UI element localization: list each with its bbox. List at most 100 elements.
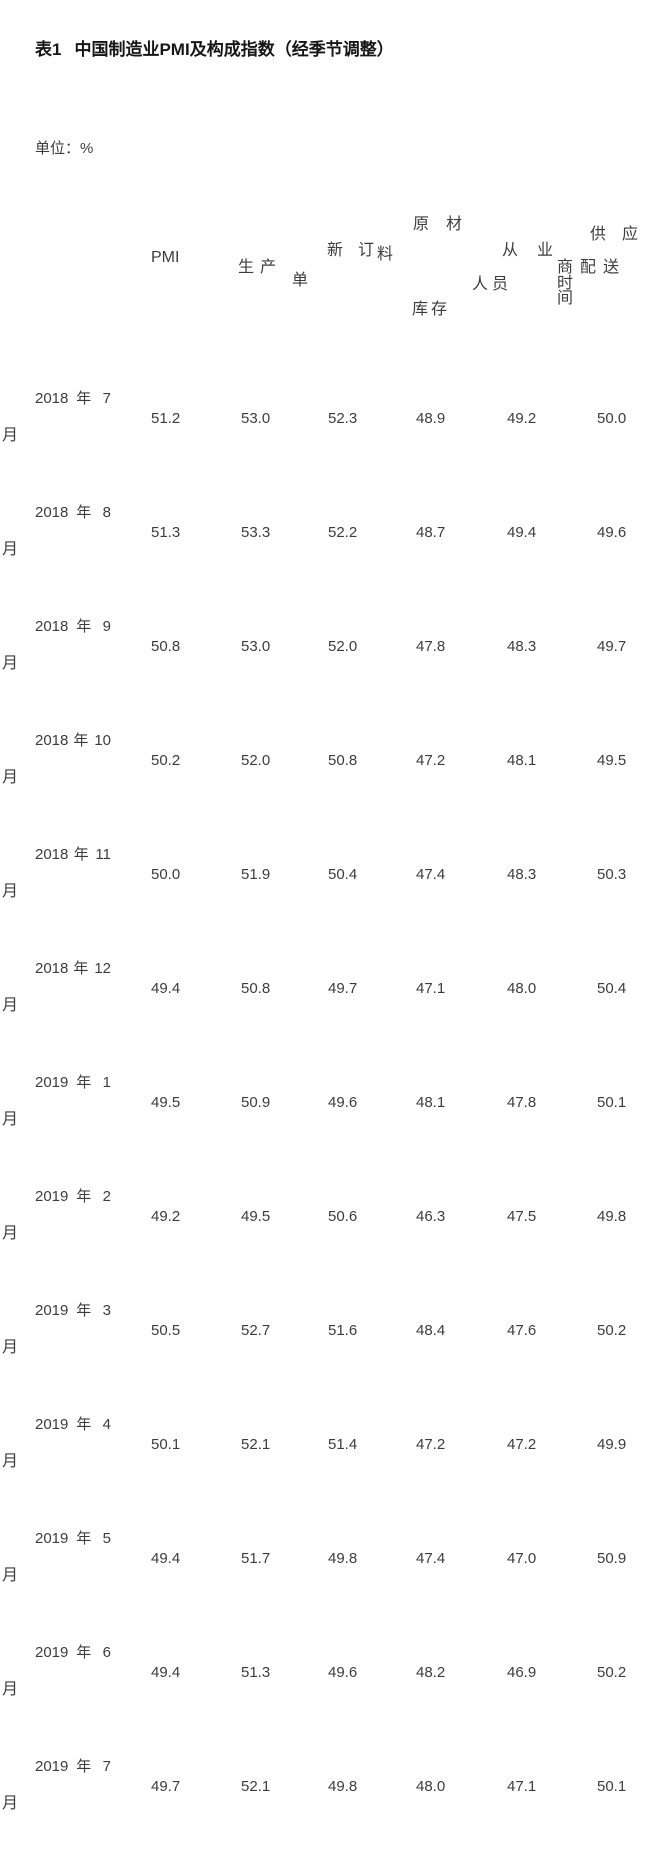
cell-raw-materials: 48.9: [416, 410, 446, 427]
cell-supplier-delivery: 50.1: [597, 1778, 627, 1795]
column-header-pmi: PMI: [151, 249, 180, 266]
cell-new-orders: 51.6: [328, 1322, 358, 1339]
row-label-year: 2019 年 7: [35, 1758, 111, 1775]
row-label-year: 2019 年 3: [35, 1302, 111, 1319]
cell-employment: 49.2: [507, 410, 537, 427]
cell-production: 50.8: [241, 980, 271, 997]
row-label-year: 2019 年 5: [35, 1530, 111, 1547]
cell-employment: 47.1: [507, 1778, 537, 1795]
cell-raw-materials: 47.1: [416, 980, 446, 997]
cell-new-orders: 49.8: [328, 1550, 358, 1567]
cell-supplier-delivery: 50.2: [597, 1664, 627, 1681]
cell-new-orders: 52.3: [328, 410, 358, 427]
cell-new-orders: 49.7: [328, 980, 358, 997]
column-header-employment-line1: 从 业: [502, 242, 553, 259]
cell-production: 51.9: [241, 866, 271, 883]
cell-production: 52.7: [241, 1322, 271, 1339]
cell-production: 53.0: [241, 638, 271, 655]
column-header-raw-materials-line2: 料: [377, 246, 394, 263]
cell-employment: 48.3: [507, 866, 537, 883]
row-label-month: 月: [2, 1111, 19, 1128]
unit-label: 单位：%: [35, 140, 94, 157]
cell-pmi: 50.2: [151, 752, 181, 769]
row-label-year: 2018 年 12: [35, 960, 111, 977]
cell-pmi: 49.4: [151, 980, 181, 997]
cell-pmi: 50.5: [151, 1322, 181, 1339]
row-label-year: 2019 年 4: [35, 1416, 111, 1433]
cell-employment: 46.9: [507, 1664, 537, 1681]
table-row: 2019 年 1 月 49.5 50.9 49.6 48.1 47.8 50.1: [0, 1070, 647, 1184]
cell-employment: 47.6: [507, 1322, 537, 1339]
cell-employment: 48.0: [507, 980, 537, 997]
cell-new-orders: 49.8: [328, 1778, 358, 1795]
cell-production: 49.5: [241, 1208, 271, 1225]
row-label-year: 2018 年 8: [35, 504, 111, 521]
column-header-production: 生产: [238, 259, 283, 276]
column-header-supplier-delivery-line3: 间: [557, 290, 574, 307]
row-label-year: 2019 年 2: [35, 1188, 111, 1205]
cell-pmi: 50.8: [151, 638, 181, 655]
column-header-raw-materials-line1: 原 材: [413, 216, 462, 233]
row-label-month: 月: [2, 769, 19, 786]
cell-supplier-delivery: 50.0: [597, 410, 627, 427]
cell-supplier-delivery: 50.1: [597, 1094, 627, 1111]
table-row: 2018 年 11 月 50.0 51.9 50.4 47.4 48.3 50.…: [0, 842, 647, 956]
row-label-month: 月: [2, 1339, 19, 1356]
row-label-year: 2019 年 6: [35, 1644, 111, 1661]
row-label-month: 月: [2, 997, 19, 1014]
cell-pmi: 51.2: [151, 410, 181, 427]
table-row: 2019 年 4 月 50.1 52.1 51.4 47.2 47.2 49.9: [0, 1412, 647, 1526]
cell-production: 50.9: [241, 1094, 271, 1111]
cell-new-orders: 49.6: [328, 1664, 358, 1681]
row-label-year: 2018 年 11: [35, 846, 111, 863]
cell-pmi: 50.0: [151, 866, 181, 883]
cell-supplier-delivery: 49.5: [597, 752, 627, 769]
row-label-month: 月: [2, 1567, 19, 1584]
table-number: 表1: [35, 40, 62, 59]
row-label-month: 月: [2, 541, 19, 558]
cell-raw-materials: 46.3: [416, 1208, 446, 1225]
column-header-supplier-delivery-line1: 供 应: [590, 226, 638, 243]
cell-employment: 47.8: [507, 1094, 537, 1111]
cell-pmi: 49.5: [151, 1094, 181, 1111]
row-label-month: 月: [2, 883, 19, 900]
row-label-month: 月: [2, 1225, 19, 1242]
cell-production: 52.0: [241, 752, 271, 769]
table-row: 2018 年 12 月 49.4 50.8 49.7 47.1 48.0 50.…: [0, 956, 647, 1070]
cell-supplier-delivery: 49.6: [597, 524, 627, 541]
column-header-employment-line2: 人员: [472, 276, 513, 293]
cell-employment: 49.4: [507, 524, 537, 541]
cell-raw-materials: 47.4: [416, 866, 446, 883]
row-label-month: 月: [2, 655, 19, 672]
table-row: 2019 年 7 月 49.7 52.1 49.8 48.0 47.1 50.1: [0, 1754, 647, 1868]
cell-raw-materials: 47.2: [416, 1436, 446, 1453]
column-header-supplier-delivery-line2: 商配送时: [557, 259, 627, 292]
row-label-year: 2018 年 7: [35, 390, 111, 407]
row-label-month: 月: [2, 1795, 19, 1812]
cell-raw-materials: 48.2: [416, 1664, 446, 1681]
cell-pmi: 51.3: [151, 524, 181, 541]
table-row: 2018 年 10 月 50.2 52.0 50.8 47.2 48.1 49.…: [0, 728, 647, 842]
cell-pmi: 49.7: [151, 1778, 181, 1795]
cell-production: 52.1: [241, 1778, 271, 1795]
cell-supplier-delivery: 50.4: [597, 980, 627, 997]
cell-new-orders: 50.8: [328, 752, 358, 769]
table-body: 2018 年 7 月 51.2 53.0 52.3 48.9 49.2 50.0…: [0, 386, 647, 1868]
table-row: 2019 年 2 月 49.2 49.5 50.6 46.3 47.5 49.8: [0, 1184, 647, 1298]
column-header-new-orders-line2: 单: [292, 272, 309, 289]
cell-raw-materials: 48.0: [416, 1778, 446, 1795]
cell-raw-materials: 47.2: [416, 752, 446, 769]
row-label-year: 2018 年 9: [35, 618, 111, 635]
cell-production: 52.1: [241, 1436, 271, 1453]
cell-new-orders: 50.6: [328, 1208, 358, 1225]
cell-supplier-delivery: 50.2: [597, 1322, 627, 1339]
cell-production: 53.3: [241, 524, 271, 541]
cell-supplier-delivery: 49.7: [597, 638, 627, 655]
row-label-year: 2019 年 1: [35, 1074, 111, 1091]
cell-raw-materials: 48.7: [416, 524, 446, 541]
table-row: 2019 年 3 月 50.5 52.7 51.6 48.4 47.6 50.2: [0, 1298, 647, 1412]
cell-new-orders: 50.4: [328, 866, 358, 883]
cell-raw-materials: 48.4: [416, 1322, 446, 1339]
table-row: 2019 年 5 月 49.4 51.7 49.8 47.4 47.0 50.9: [0, 1526, 647, 1640]
